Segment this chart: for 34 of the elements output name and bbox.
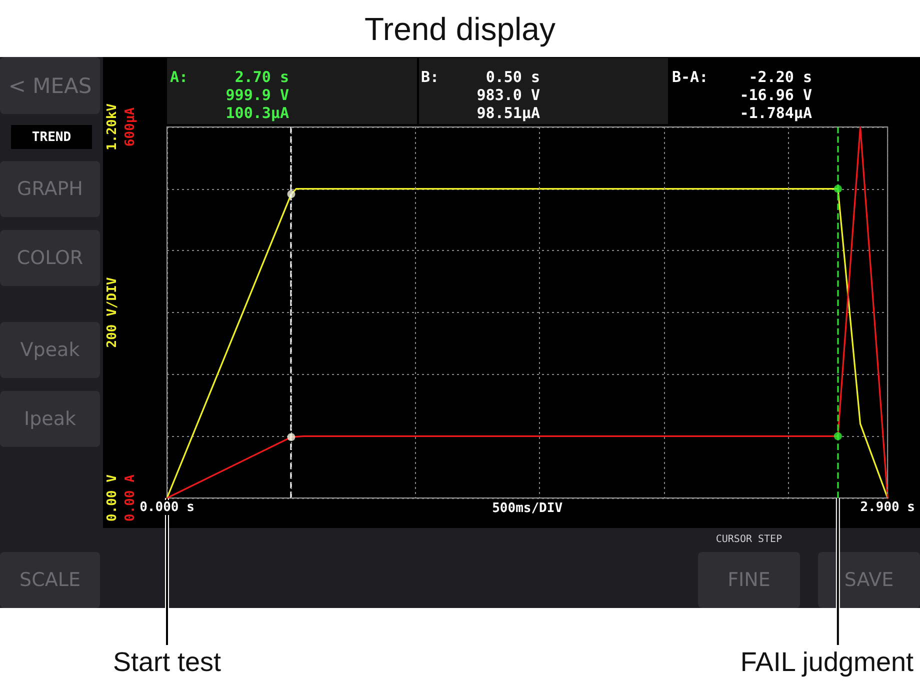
text: A: <box>170 68 188 86</box>
y-tick-label: 1.20kV <box>105 103 120 150</box>
text: 2.70 s <box>234 68 289 86</box>
text: 0.50 s <box>486 68 540 86</box>
button: SCALE <box>0 552 100 608</box>
button: Vpeak <box>0 322 100 378</box>
y-axis-title: 200 V/DIV <box>105 277 120 348</box>
button: FINE <box>698 552 800 608</box>
button: SAVE <box>818 552 920 608</box>
y2-tick-label: 600µA <box>123 107 138 147</box>
text: -1.784µA <box>740 104 812 122</box>
text: 999.9 V <box>226 86 289 104</box>
text: B: <box>421 68 440 86</box>
text: CURSOR STEP <box>714 533 784 547</box>
chart-title: Trend display <box>364 11 556 47</box>
text: 98.51µA <box>476 104 540 122</box>
line-series <box>166 126 888 499</box>
text: B-A: <box>672 68 708 86</box>
button: Ipeak <box>0 391 100 447</box>
text: 100.3µA <box>226 104 289 122</box>
x-tick-label: 0.000 s <box>140 500 194 515</box>
text: Start test <box>112 647 222 677</box>
y2-tick-label: 0.00 A <box>123 474 138 522</box>
text: 983.0 V <box>476 86 540 104</box>
x-axis-title: 500ms/DIV <box>492 501 563 516</box>
mode-tag: TREND <box>11 125 92 149</box>
y-tick-label: 0.00 V <box>105 474 120 522</box>
x-tick-label: 2.900 s <box>860 500 916 515</box>
button: GRAPH <box>0 161 100 217</box>
button: COLOR <box>0 230 100 286</box>
button: < MEAS <box>0 57 100 114</box>
text: -2.20 s <box>748 68 812 86</box>
text: FAIL judgment <box>740 647 914 677</box>
text: -16.96 V <box>740 86 812 104</box>
